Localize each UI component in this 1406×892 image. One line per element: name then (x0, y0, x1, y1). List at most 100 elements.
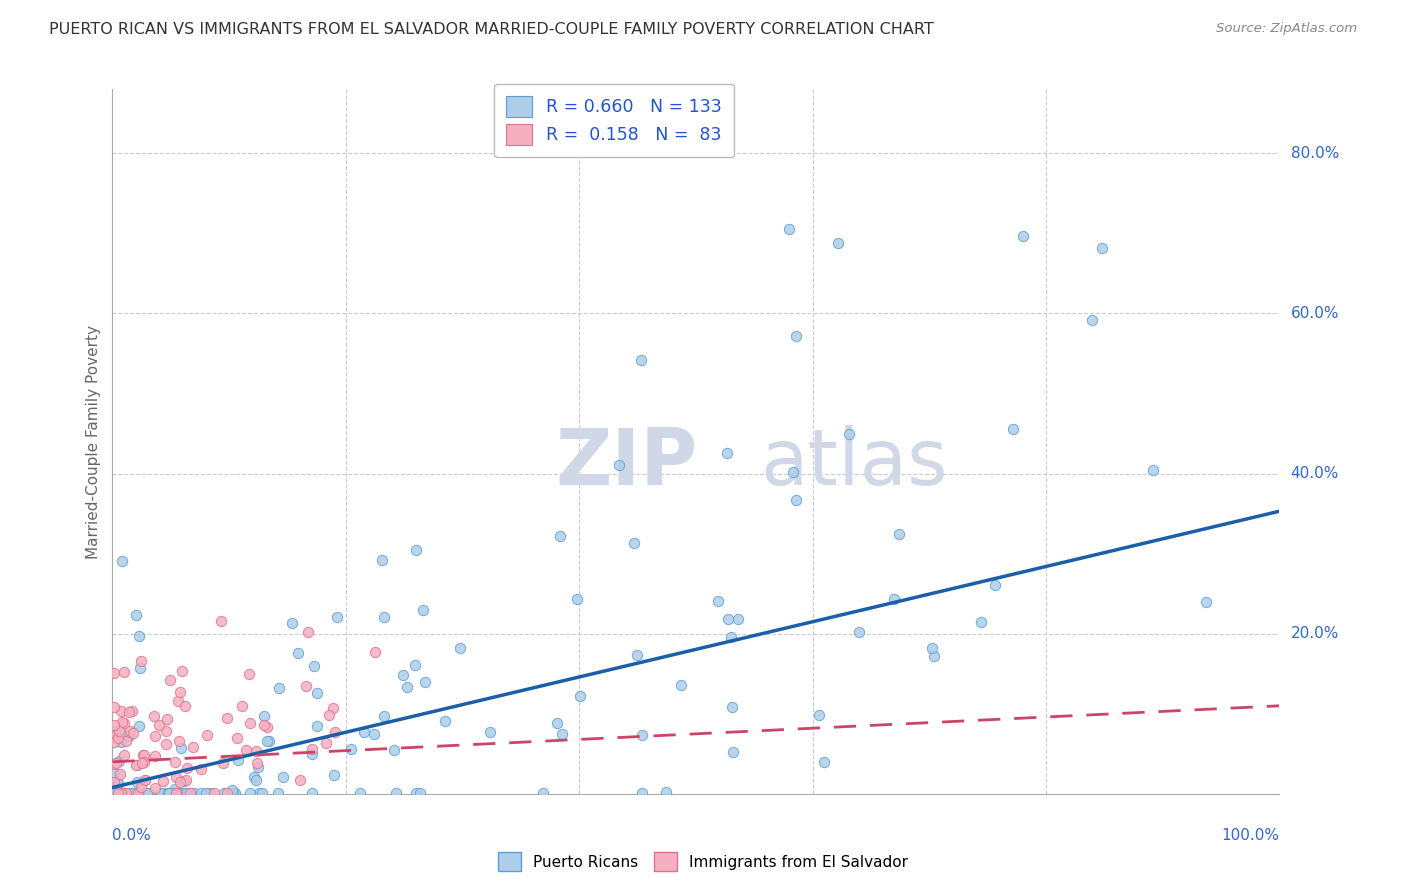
Point (111, 714, 134, 729)
Point (716, 612, 738, 626)
Point (531, 786, 554, 800)
Point (155, 724, 177, 739)
Point (111, 554, 134, 568)
Point (716, 446, 738, 460)
Point (922, 648, 945, 663)
Point (132, 756, 155, 770)
Point (325, 725, 347, 739)
Point (655, 785, 678, 799)
Point (148, 718, 170, 732)
Point (173, 698, 195, 713)
Point (112, 715, 135, 730)
Point (112, 665, 135, 679)
Point (221, 783, 243, 797)
Point (134, 748, 156, 763)
Point (222, 786, 245, 800)
Point (167, 693, 190, 707)
Point (107, 777, 129, 791)
Point (323, 768, 346, 782)
Point (103, 729, 125, 743)
Point (105, 786, 128, 800)
Point (183, 786, 205, 800)
Point (287, 646, 309, 660)
Point (136, 786, 159, 800)
Point (108, 786, 131, 800)
Legend: R = 0.660   N = 133, R =  0.158   N =  83: R = 0.660 N = 133, R = 0.158 N = 83 (495, 84, 734, 157)
Point (134, 772, 156, 787)
Point (217, 711, 239, 725)
Point (166, 786, 188, 800)
Point (548, 529, 571, 543)
Point (280, 615, 302, 630)
Point (107, 723, 129, 738)
Point (449, 640, 471, 655)
Point (143, 729, 166, 743)
Point (1012, 229, 1035, 244)
Point (114, 786, 136, 800)
Point (165, 786, 187, 800)
Point (250, 786, 273, 800)
Point (631, 786, 654, 800)
Point (134, 786, 156, 800)
Point (349, 786, 371, 800)
Point (167, 733, 190, 747)
Point (172, 786, 194, 800)
Point (813, 755, 835, 769)
Point (395, 680, 418, 694)
Text: PUERTO RICAN VS IMMIGRANTS FROM EL SALVADOR MARRIED-COUPLE FAMILY POVERTY CORREL: PUERTO RICAN VS IMMIGRANTS FROM EL SALVA… (49, 22, 934, 37)
Point (105, 756, 128, 770)
Point (173, 773, 195, 788)
Point (195, 728, 218, 742)
Point (117, 705, 139, 719)
Point (125, 775, 148, 789)
Point (630, 352, 652, 367)
Point (128, 629, 150, 643)
Point (125, 758, 148, 772)
Point (138, 786, 160, 800)
Point (103, 700, 125, 714)
Point (607, 458, 630, 472)
Point (373, 709, 395, 723)
Point (382, 743, 405, 757)
Point (124, 757, 146, 772)
Point (110, 735, 132, 749)
Point (246, 759, 269, 773)
Y-axis label: Married-Couple Family Poverty: Married-Couple Family Poverty (86, 325, 101, 558)
Point (104, 723, 127, 738)
Point (301, 747, 323, 762)
Point (887, 527, 910, 541)
Point (707, 594, 730, 608)
Point (110, 786, 132, 800)
Point (307, 719, 329, 733)
Point (565, 592, 588, 607)
Point (727, 612, 749, 626)
Point (214, 786, 236, 800)
Text: 60.0%: 60.0% (1291, 306, 1339, 321)
Point (340, 742, 363, 756)
Point (785, 329, 807, 343)
Point (405, 786, 427, 800)
Point (107, 731, 129, 746)
Point (412, 603, 434, 617)
Point (212, 756, 235, 770)
Point (307, 685, 329, 699)
Point (131, 780, 153, 794)
Point (353, 724, 375, 739)
Point (257, 734, 280, 748)
Point (245, 772, 267, 787)
Point (103, 765, 125, 780)
Point (546, 716, 568, 731)
Point (405, 542, 427, 557)
Point (239, 716, 262, 731)
Point (271, 770, 294, 784)
Point (156, 712, 179, 726)
Point (363, 727, 385, 741)
Point (246, 756, 269, 770)
Point (174, 772, 197, 787)
Point (179, 786, 201, 800)
Text: 0.0%: 0.0% (112, 828, 152, 843)
Point (225, 731, 247, 745)
Point (231, 698, 253, 713)
Point (970, 615, 993, 629)
Point (121, 704, 143, 718)
